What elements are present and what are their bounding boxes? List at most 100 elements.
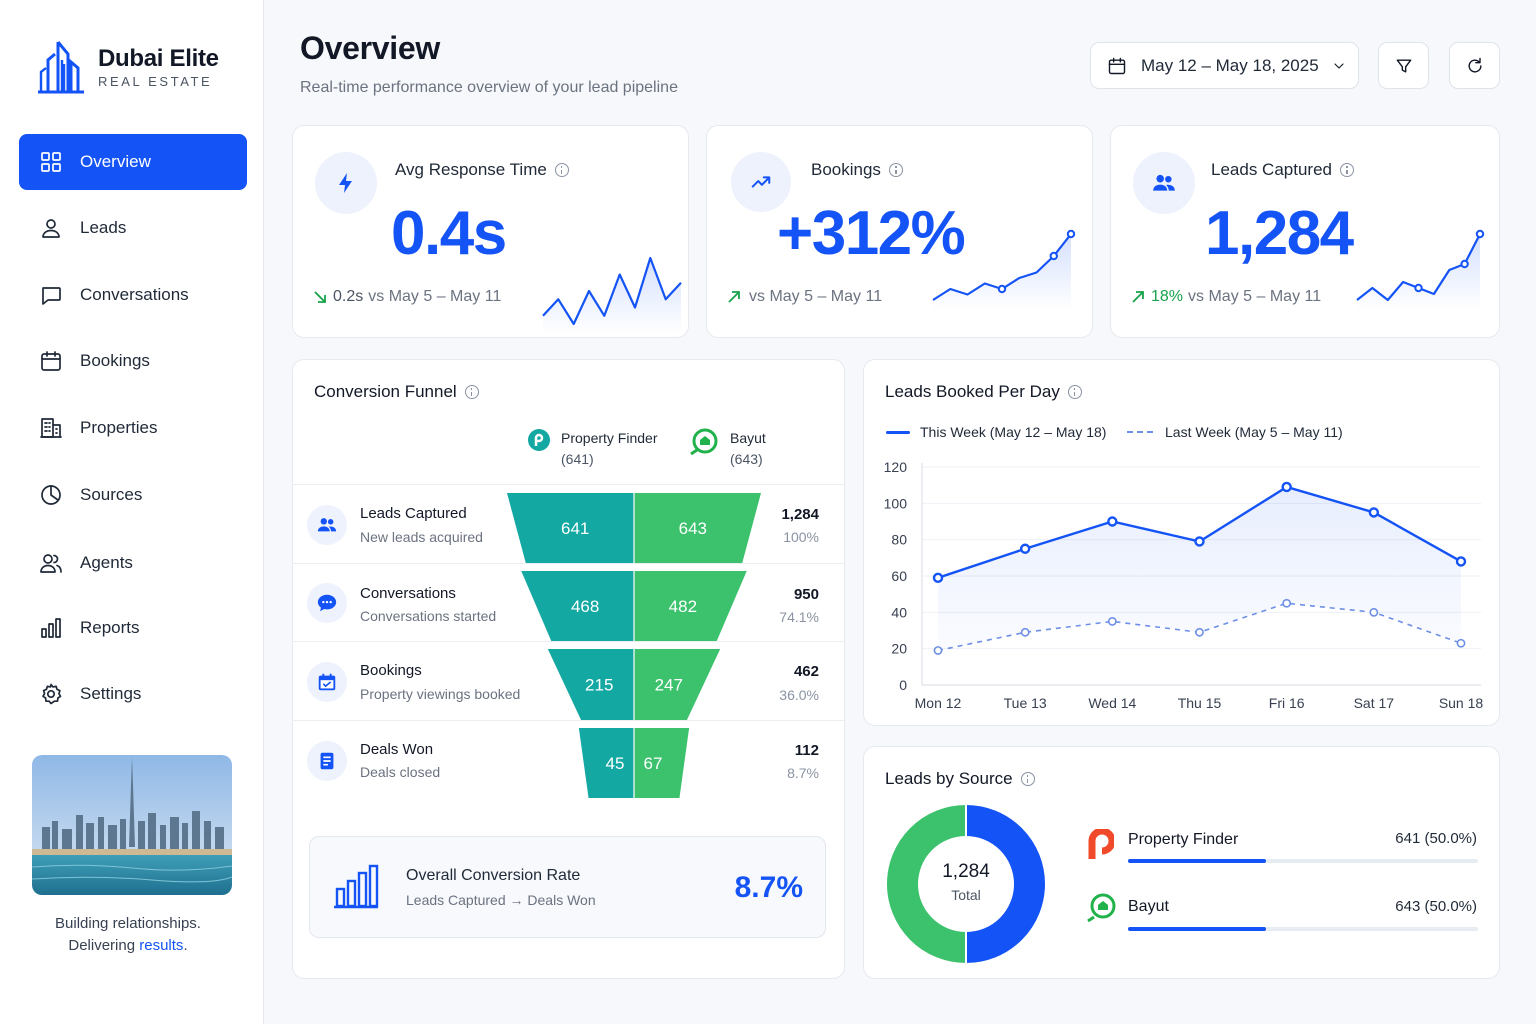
refresh-button[interactable]	[1449, 42, 1500, 89]
nav-label: Properties	[80, 418, 158, 437]
stage-pct: 8.7%	[787, 765, 819, 781]
grid-icon	[41, 152, 61, 172]
data-point-last-week	[1020, 627, 1030, 637]
source-count: (641)	[561, 451, 594, 467]
sparkline-point	[1414, 283, 1423, 293]
data-point-last-week	[1107, 617, 1117, 626]
kpi-value: 0.4s	[391, 199, 507, 268]
y-tick-label: 120	[884, 459, 908, 475]
kpi-icon-wrap	[731, 152, 791, 212]
x-tick-label: Sat 17	[1354, 695, 1395, 711]
info-icon[interactable]	[464, 385, 479, 399]
conversion-title: Overall Conversion Rate	[406, 867, 581, 884]
legend-last-week: Last Week (May 5 – May 11)	[1127, 424, 1343, 440]
y-tick-label: 100	[884, 495, 908, 511]
info-icon[interactable]	[1339, 163, 1354, 177]
nav-item-leads[interactable]: Leads	[19, 200, 247, 256]
y-tick-label: 40	[891, 604, 907, 620]
data-point-this-week	[1281, 481, 1292, 493]
calendar-check-icon	[318, 673, 336, 691]
arrow-down-right-icon	[314, 291, 326, 303]
stage-desc: Conversations started	[360, 608, 497, 624]
tagline-prefix: Delivering	[68, 937, 140, 954]
data-point-last-week	[933, 646, 943, 655]
dubai-skyline-image	[32, 755, 232, 895]
nav-label: Settings	[80, 684, 142, 703]
kpi-label: Leads Captured	[1211, 160, 1354, 180]
y-tick-label: 20	[891, 641, 907, 657]
y-tick-label: 80	[891, 532, 907, 548]
tagline-highlight: results	[139, 937, 184, 954]
date-range-picker[interactable]: May 12 – May 18, 2025	[1090, 42, 1359, 89]
stage-total: 950	[793, 586, 819, 603]
funnel-icon-wrap	[307, 662, 347, 702]
leads-booked-line-chart: 0 20 40 60 80 100 120 Mon 12 Tue 13 Wed 14 Thu 15 F…	[884, 459, 1484, 711]
brand-logo[interactable]: Dubai Elite REAL ESTATE	[38, 40, 219, 94]
nav-label: Bookings	[80, 351, 150, 370]
filter-button[interactable]	[1378, 42, 1429, 89]
source-title: Leads by Source	[885, 769, 1035, 789]
sparkline-area	[1357, 234, 1480, 310]
info-icon[interactable]	[1020, 772, 1035, 786]
bar-chart-icon	[334, 864, 379, 909]
kpi-card-leads-captured: Leads Captured 1,284 18% vs May 5 – May …	[1110, 125, 1500, 338]
nav-item-conversations[interactable]: Conversations	[19, 267, 247, 323]
stage-desc: New leads acquired	[360, 529, 483, 545]
chart-title: Leads Booked Per Day	[885, 382, 1082, 402]
source-share-bar	[1128, 859, 1478, 863]
sparkline-point	[997, 284, 1007, 294]
conversion-subtitle: Leads Captured → Deals Won	[406, 892, 596, 908]
nav-item-settings[interactable]: Settings	[19, 666, 247, 722]
nav-label: Leads	[80, 218, 127, 237]
nav-item-bookings[interactable]: Bookings	[19, 333, 247, 389]
tagline-suffix: .	[183, 937, 188, 954]
user-icon	[42, 219, 60, 238]
users-icon	[1153, 174, 1175, 191]
stage-desc: Property viewings booked	[360, 686, 521, 702]
funnel-row: Leads Captured New leads acquired 1,284 …	[293, 484, 845, 563]
skyline-logo-icon	[38, 41, 84, 94]
x-tick-label: Fri 16	[1269, 695, 1305, 711]
building-icon	[40, 418, 62, 438]
legend-property-finder: Property Finder (641)	[527, 428, 657, 470]
source-donut-chart	[887, 805, 1045, 963]
info-icon[interactable]	[554, 163, 569, 177]
data-point-this-week	[1107, 516, 1118, 527]
nav-item-sources[interactable]: Sources	[19, 467, 247, 523]
source-share-fill	[1128, 859, 1267, 863]
nav-item-overview[interactable]: Overview	[19, 134, 247, 190]
calendar-icon	[1108, 57, 1126, 74]
bar-chart-icon	[41, 618, 61, 638]
data-point-last-week	[1369, 607, 1379, 617]
stage-pct: 100%	[783, 529, 819, 545]
arrow-up-right-icon	[1132, 291, 1144, 303]
sparkline-point	[1066, 229, 1076, 239]
overall-conversion-box: Overall Conversion Rate Leads Captured →…	[309, 836, 826, 938]
property-finder-logo-icon	[1088, 829, 1114, 859]
kpi-card-response-time: Avg Response Time 0.4s 0.2s vs May 5 – M…	[292, 125, 689, 338]
nav-item-properties[interactable]: Properties	[19, 400, 247, 456]
legend-this-week: This Week (May 12 – May 18)	[886, 424, 1106, 440]
donut-total: 1,284	[942, 861, 990, 882]
nav-label: Agents	[80, 553, 133, 572]
donut-center: 1,284 Total	[886, 861, 1046, 903]
nav-label: Overview	[80, 152, 151, 171]
stage-name: Bookings	[360, 662, 422, 679]
y-tick-label: 0	[899, 677, 907, 693]
nav-item-agents[interactable]: Agents	[19, 535, 247, 591]
funnel-title-text: Conversion Funnel	[314, 382, 457, 401]
info-icon[interactable]	[1067, 385, 1082, 399]
conversion-value: 8.7%	[734, 871, 803, 904]
page-title: Overview	[300, 30, 440, 66]
info-icon[interactable]	[888, 163, 903, 177]
nav-item-reports[interactable]: Reports	[19, 600, 247, 656]
sparkline-response	[542, 256, 682, 334]
nav-label: Sources	[80, 485, 143, 504]
source-item-value: 641 (50.0%)	[1395, 830, 1477, 847]
users-icon	[40, 554, 62, 573]
users-icon	[317, 518, 337, 532]
conversion-funnel-card: Conversion Funnel Property Finder (641) B…	[292, 359, 845, 979]
source-share-bar	[1128, 927, 1478, 931]
lightning-icon	[339, 173, 352, 193]
page-subtitle: Real-time performance overview of your l…	[300, 79, 678, 96]
